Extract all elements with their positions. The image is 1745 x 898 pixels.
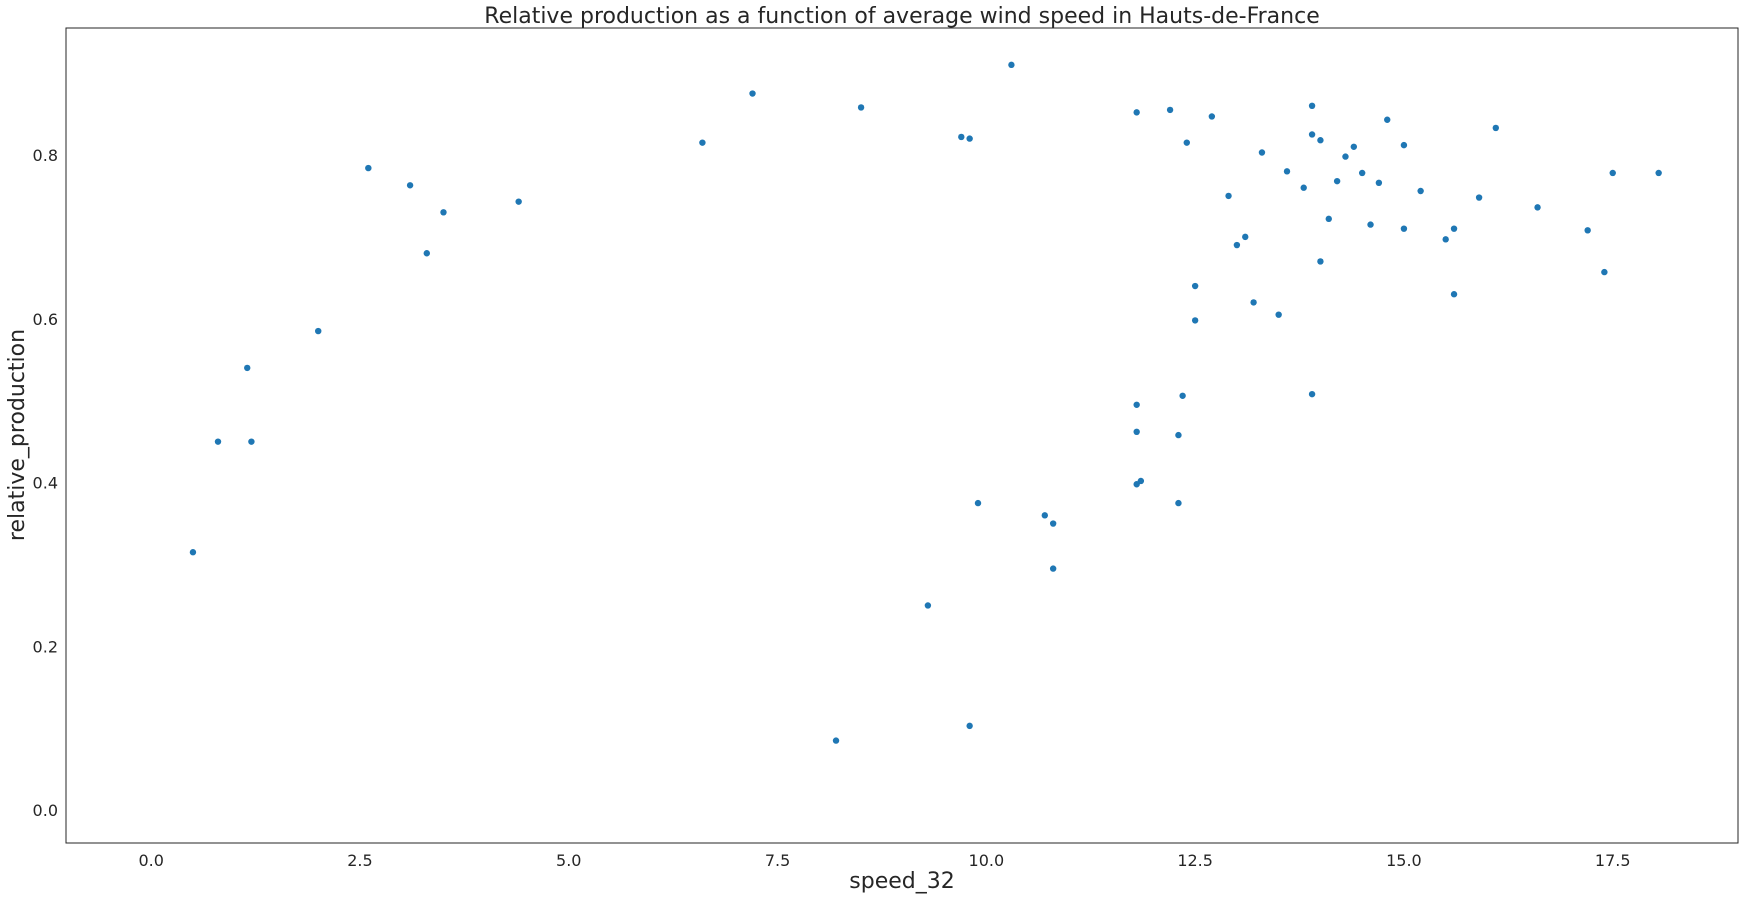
- data-point: [214, 438, 222, 445]
- data-point: [1475, 194, 1483, 201]
- data-point: [248, 438, 255, 445]
- data-points-layer: [189, 61, 1662, 744]
- data-point: [1350, 143, 1358, 150]
- y-tick-label: 0.6: [33, 310, 58, 329]
- data-point: [1225, 192, 1232, 200]
- data-point: [1242, 233, 1249, 241]
- x-tick-label: 7.5: [765, 851, 790, 870]
- x-tick-label: 10.0: [969, 851, 1005, 870]
- data-point: [1250, 299, 1257, 306]
- data-point: [1308, 390, 1316, 398]
- y-tick-label: 0.2: [33, 637, 58, 656]
- data-point: [1308, 102, 1316, 110]
- data-point: [699, 139, 706, 146]
- data-point: [1283, 168, 1291, 175]
- data-point: [515, 198, 522, 205]
- data-point: [1609, 169, 1616, 177]
- data-point: [1166, 106, 1174, 114]
- data-point: [857, 104, 865, 111]
- data-point: [1275, 311, 1282, 318]
- data-point: [1655, 169, 1662, 177]
- data-point: [966, 722, 973, 730]
- plot-frame: [65, 27, 1739, 844]
- x-tick-label: 5.0: [556, 851, 581, 870]
- data-point: [1179, 392, 1186, 399]
- x-tick-label: 0.0: [138, 851, 163, 870]
- data-point: [1049, 520, 1057, 527]
- data-point: [1358, 169, 1366, 177]
- data-point: [1191, 282, 1199, 290]
- data-point: [958, 133, 965, 141]
- data-point: [974, 499, 982, 507]
- data-point: [1133, 401, 1140, 408]
- data-point: [1008, 61, 1015, 69]
- x-tick-label: 12.5: [1177, 851, 1213, 870]
- y-tick-label: 0.4: [33, 474, 58, 493]
- data-point: [1049, 565, 1057, 572]
- data-point: [1400, 225, 1408, 232]
- data-point: [1133, 428, 1140, 436]
- data-point: [1333, 177, 1341, 185]
- data-point: [1492, 124, 1500, 132]
- data-point: [406, 182, 414, 189]
- data-point: [1175, 431, 1182, 439]
- data-point: [244, 364, 251, 372]
- data-point: [1041, 512, 1049, 519]
- data-point: [1400, 141, 1408, 149]
- data-point: [1442, 236, 1449, 243]
- data-point: [440, 209, 447, 216]
- x-tick-label: 17.5: [1595, 851, 1631, 870]
- data-point: [1317, 258, 1324, 265]
- data-point: [1584, 227, 1591, 234]
- x-axis-title: speed_32: [849, 869, 954, 894]
- data-point: [1450, 225, 1458, 232]
- y-tick-label: 0.8: [33, 146, 58, 165]
- x-tick-label: 15.0: [1386, 851, 1422, 870]
- y-axis-title: relative_production: [5, 329, 30, 541]
- y-tick-label: 0.0: [33, 801, 58, 820]
- data-point: [1325, 215, 1332, 223]
- data-point: [1317, 137, 1324, 144]
- data-point: [1233, 241, 1241, 249]
- data-point: [1367, 221, 1374, 228]
- data-point: [1183, 139, 1190, 146]
- data-point: [1191, 317, 1199, 324]
- data-point: [365, 164, 372, 172]
- data-point: [924, 602, 932, 609]
- data-point: [1601, 268, 1608, 276]
- data-point: [1133, 109, 1140, 116]
- data-point: [966, 135, 973, 142]
- data-point: [1534, 204, 1541, 211]
- data-point: [1384, 116, 1391, 123]
- data-point: [315, 327, 322, 335]
- data-point: [1450, 291, 1458, 298]
- data-point: [749, 90, 756, 97]
- data-point: [1417, 187, 1424, 195]
- data-point: [1208, 113, 1216, 120]
- data-point: [423, 250, 430, 257]
- data-point: [1258, 149, 1266, 156]
- x-tick-label: 2.5: [347, 851, 372, 870]
- data-point: [1300, 184, 1307, 191]
- x-tick-labels: 0.0 2.5 5.0 7.5 10.0 12.5 15.0 17.5: [138, 851, 1630, 870]
- data-point: [1342, 153, 1349, 160]
- data-point: [832, 737, 840, 744]
- chart-title: Relative production as a function of ave…: [484, 4, 1319, 29]
- data-point: [1308, 131, 1316, 138]
- data-point: [189, 549, 197, 556]
- data-point: [1175, 499, 1182, 507]
- data-point: [1137, 477, 1145, 485]
- data-point: [1375, 179, 1383, 187]
- y-tick-labels: 0.0 0.2 0.4 0.6 0.8: [33, 146, 58, 820]
